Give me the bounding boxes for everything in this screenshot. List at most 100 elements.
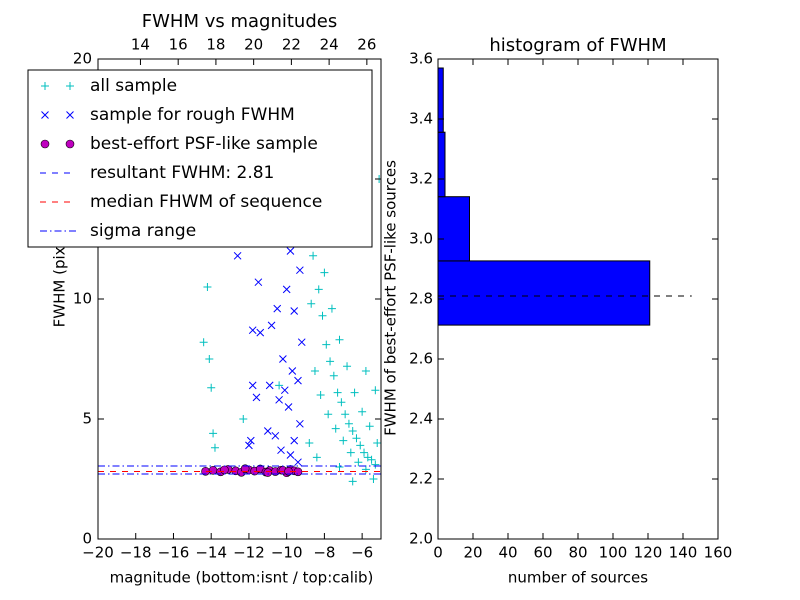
point <box>348 477 357 486</box>
point <box>327 304 336 313</box>
histogram-bar <box>437 196 470 262</box>
point <box>346 448 355 457</box>
y-tick-label: 0 <box>82 530 92 548</box>
x-tick-label: 80 <box>568 544 587 562</box>
x-tick-label: −14 <box>195 544 227 562</box>
x2-tick-label: 16 <box>169 36 188 54</box>
point <box>307 299 316 308</box>
x-tick-label: −12 <box>233 544 265 562</box>
point <box>356 441 365 450</box>
point <box>290 307 299 315</box>
point <box>282 285 291 294</box>
y-tick-label: 10 <box>73 290 92 308</box>
point <box>205 355 214 363</box>
histogram-bar <box>437 260 651 326</box>
legend-marker <box>66 82 74 90</box>
y-tick-label: 2.0 <box>409 530 433 548</box>
x2-tick-label: 14 <box>131 36 150 54</box>
point <box>309 251 318 260</box>
x-tick-label: 60 <box>533 544 552 562</box>
point <box>208 466 218 475</box>
histogram-bar <box>437 67 444 133</box>
point <box>239 415 248 423</box>
point <box>320 268 329 277</box>
point <box>371 460 380 469</box>
point <box>275 395 283 404</box>
legend-label: best-effort PSF-like sample <box>90 134 318 154</box>
y-tick-label: 3.6 <box>409 50 433 68</box>
x-axis-label: magnitude (bottom:isnt / top:calib) <box>110 569 374 587</box>
point <box>310 367 319 375</box>
point <box>296 419 304 428</box>
point <box>271 431 280 440</box>
x-tick-label: 20 <box>463 544 482 562</box>
x-tick-label: 100 <box>599 544 628 562</box>
x-tick-label: 160 <box>704 544 733 562</box>
point <box>203 283 212 291</box>
x-tick-label: 40 <box>498 544 517 562</box>
point <box>256 328 265 337</box>
point <box>296 266 304 275</box>
point <box>350 388 359 397</box>
point <box>294 458 302 467</box>
x2-tick-label: 20 <box>244 36 263 54</box>
y-axis-label: FWHM (pix) <box>51 241 69 328</box>
x2-tick-label: 18 <box>206 36 225 54</box>
x-tick-label: 0 <box>433 544 443 562</box>
point <box>220 465 229 475</box>
point <box>290 436 299 445</box>
point <box>286 451 295 459</box>
point <box>248 381 257 390</box>
chart-title: FWHM vs magnitudes <box>142 11 337 32</box>
y-tick-label: 2.2 <box>409 470 433 488</box>
point <box>337 398 346 407</box>
point <box>373 439 381 447</box>
x-tick-label: −8 <box>313 544 335 562</box>
point <box>354 458 363 467</box>
point <box>361 465 370 474</box>
point <box>273 304 282 313</box>
point <box>280 386 289 395</box>
x-tick-label: −18 <box>120 544 152 562</box>
legend-marker <box>65 139 75 149</box>
point <box>294 376 302 385</box>
legend-marker <box>41 82 49 90</box>
point <box>333 388 342 397</box>
legend-marker <box>66 111 74 119</box>
point <box>275 381 284 390</box>
point <box>279 355 287 363</box>
x-tick-label: 140 <box>669 544 698 562</box>
point <box>267 321 276 330</box>
point <box>361 367 370 375</box>
point <box>358 407 367 416</box>
point <box>326 357 335 366</box>
legend-marker <box>41 111 49 119</box>
legend-label: resultant FWHM: 2.81 <box>90 163 274 183</box>
point <box>286 247 295 255</box>
point <box>240 464 250 473</box>
point <box>297 338 306 347</box>
point <box>341 410 350 419</box>
point <box>207 383 216 392</box>
y-tick-label: 3.4 <box>409 110 433 128</box>
point <box>335 335 344 344</box>
point <box>265 381 274 390</box>
legend-label: sigma range <box>90 221 196 241</box>
y-tick-label: 2.8 <box>409 290 433 308</box>
point <box>305 439 314 447</box>
y-tick-label: 20 <box>73 50 92 68</box>
x2-tick-label: 26 <box>357 36 376 54</box>
y-tick-label: 5 <box>82 410 92 428</box>
x-tick-label: −20 <box>82 544 114 562</box>
legend-label: sample for rough FWHM <box>90 105 295 125</box>
point <box>284 403 293 411</box>
point <box>367 455 376 464</box>
x-tick-label: 120 <box>634 544 663 562</box>
point <box>352 434 361 443</box>
chart-title: histogram of FWHM <box>489 35 666 56</box>
point <box>277 446 285 455</box>
point <box>322 340 331 349</box>
point <box>314 285 323 294</box>
point <box>331 424 340 433</box>
